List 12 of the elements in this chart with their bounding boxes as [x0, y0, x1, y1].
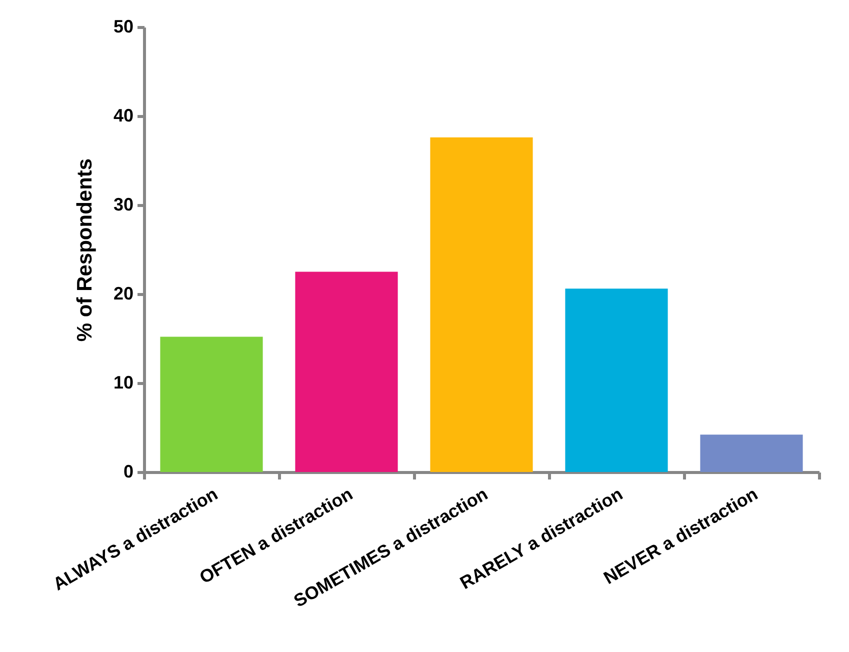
- y-axis-title: % of Respondents: [73, 158, 96, 342]
- y-tick-label: 30: [113, 194, 134, 214]
- bar: [295, 272, 398, 472]
- bar: [160, 336, 263, 472]
- y-tick-label: 40: [113, 106, 134, 126]
- y-tick-label: 50: [113, 16, 134, 36]
- y-tick-label: 20: [113, 284, 134, 304]
- bar: [430, 137, 533, 472]
- y-tick-label: 0: [123, 462, 134, 482]
- bar: [700, 434, 803, 472]
- y-tick-label: 10: [113, 372, 134, 392]
- bar: [565, 288, 668, 472]
